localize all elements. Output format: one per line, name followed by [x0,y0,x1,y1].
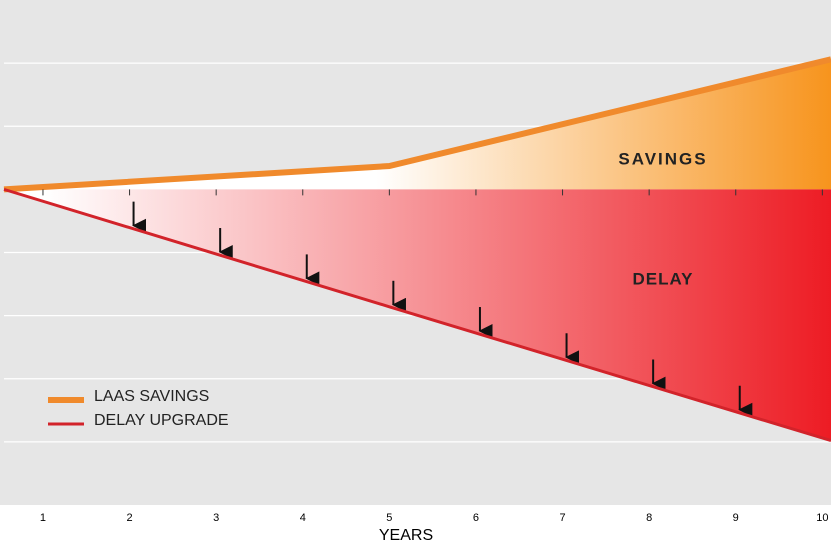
x-tick-label: 5 [386,512,392,524]
line [3,56,831,193]
legend-label: LAAS SAVINGS [94,388,209,405]
x-tick-label: 10 [816,512,828,524]
annotation: SAVINGS [618,149,707,168]
annotation: DELAY [632,269,693,288]
x-tick-label: 9 [733,512,739,524]
x-tick-label: 6 [473,512,479,524]
x-tick-label: 7 [559,512,565,524]
legend-label: DELAY UPGRADE [94,412,229,429]
x-tick-label: 4 [300,512,306,524]
x-tick-label: 1 [40,512,46,524]
x-axis-label: YEARS [379,527,433,544]
x-tick-label: 3 [213,512,219,524]
area [4,59,831,190]
x-tick-label: 2 [127,512,133,524]
line [3,187,831,443]
x-tick-label: 8 [646,512,652,524]
